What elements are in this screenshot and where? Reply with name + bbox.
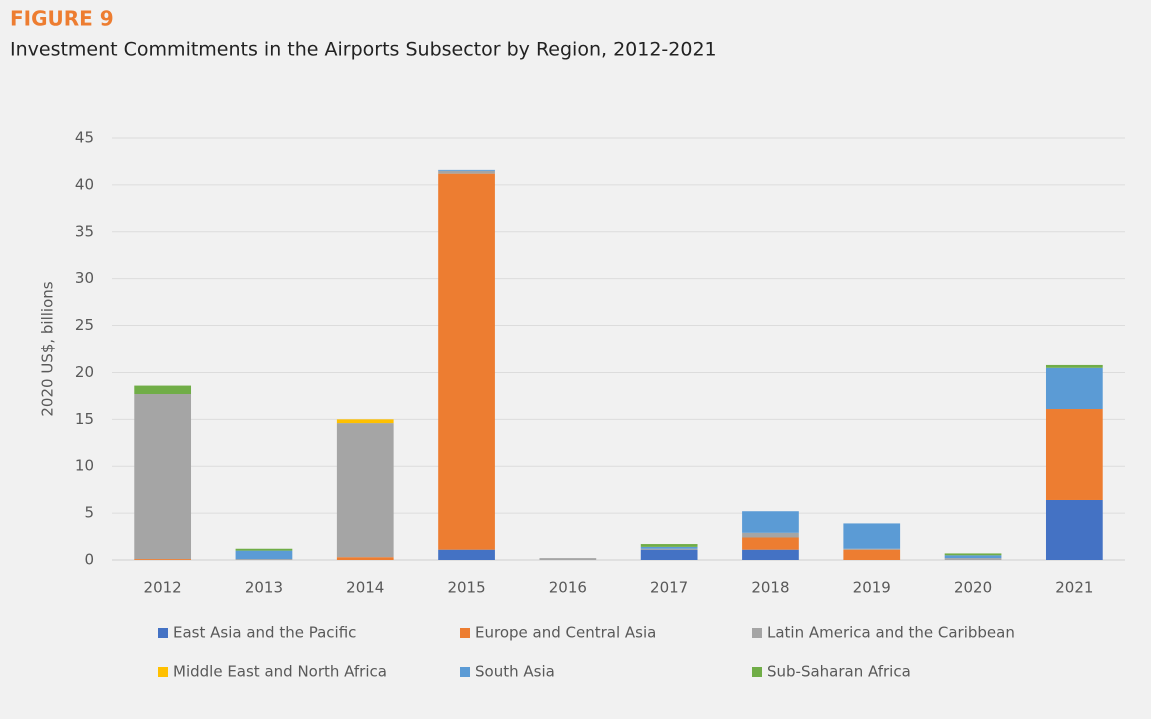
bar-segment (539, 558, 597, 560)
y-tick-label: 30 (75, 269, 94, 287)
bar-segment (438, 549, 495, 560)
bar-segment (134, 559, 192, 560)
bar-segment (336, 557, 394, 560)
bar-segment (640, 549, 698, 560)
bar-segment (438, 169, 495, 171)
bar-segment (944, 555, 1002, 559)
bar-segment (944, 558, 1002, 560)
bar-segment (1045, 499, 1103, 560)
bar-segment (843, 549, 901, 560)
bar-segment (1045, 367, 1103, 410)
bar-segment (944, 553, 1002, 556)
x-tick-label: 2014 (346, 579, 384, 597)
x-tick-label: 2012 (144, 579, 182, 597)
y-tick-label: 20 (75, 363, 94, 381)
y-tick-label: 5 (84, 504, 94, 522)
bar-segment (742, 532, 799, 538)
legend-swatch (460, 667, 470, 677)
bar-segment (134, 394, 192, 560)
chart-subtitle: Investment Commitments in the Airports S… (10, 39, 717, 61)
x-tick-label: 2019 (853, 579, 891, 597)
bar-segment (742, 549, 799, 560)
x-tick-label: 2013 (245, 579, 283, 597)
y-tick-label: 0 (84, 551, 94, 569)
bar-segment (336, 423, 394, 558)
bar-segment (134, 385, 192, 395)
y-tick-label: 40 (75, 175, 94, 193)
legend-label: Europe and Central Asia (475, 624, 656, 642)
bar-segment (843, 548, 901, 550)
bar-segment (640, 548, 698, 550)
y-axis-label: 2020 US$, billions (39, 281, 57, 416)
bar-segment (235, 550, 293, 560)
bar-segment (640, 546, 698, 549)
legend-label: East Asia and the Pacific (173, 624, 356, 642)
bar-segment (336, 419, 394, 424)
y-tick-label: 15 (75, 410, 94, 428)
bar-segment (640, 544, 698, 547)
legend-swatch (158, 628, 168, 638)
legend-label: Latin America and the Caribbean (767, 624, 1015, 642)
bar-segment (235, 559, 293, 560)
legend-swatch (752, 667, 762, 677)
x-tick-label: 2021 (1055, 579, 1093, 597)
legend-label: Middle East and North Africa (173, 663, 387, 681)
bar-segment (742, 511, 799, 533)
bar-segment (843, 523, 901, 549)
y-tick-label: 10 (75, 457, 94, 475)
chart-title: FIGURE 9 (10, 7, 114, 31)
bar-segment (1045, 364, 1103, 368)
x-tick-label: 2017 (650, 579, 688, 597)
legend-label: South Asia (475, 663, 555, 681)
legend-label: Sub-Saharan Africa (767, 663, 911, 681)
legend-swatch (752, 628, 762, 638)
bar-segment (742, 537, 799, 550)
x-tick-label: 2020 (954, 579, 992, 597)
bar-segment (438, 173, 495, 550)
bar-segment (438, 170, 495, 174)
bar-segment (1045, 409, 1103, 500)
y-tick-label: 35 (75, 222, 94, 240)
x-tick-label: 2018 (751, 579, 789, 597)
bar-segment (235, 548, 293, 551)
legend-swatch (158, 667, 168, 677)
legend-swatch (460, 628, 470, 638)
x-tick-label: 2016 (549, 579, 587, 597)
y-tick-label: 25 (75, 316, 94, 334)
x-tick-label: 2015 (447, 579, 485, 597)
y-tick-label: 45 (75, 129, 94, 147)
